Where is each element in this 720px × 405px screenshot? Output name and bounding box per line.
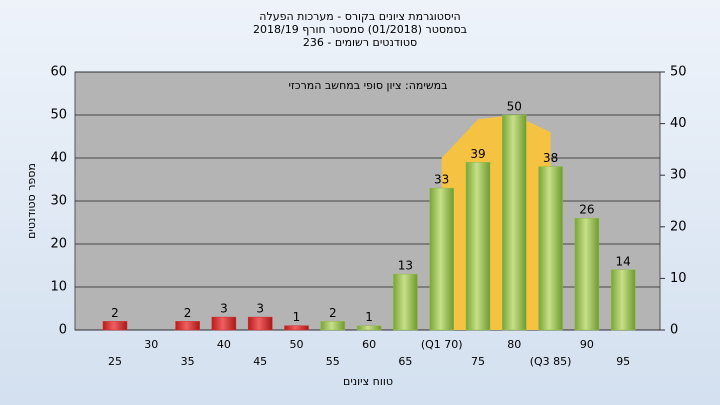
x-tick-label: 90 — [580, 338, 594, 351]
x-tick-label: 45 — [253, 355, 267, 368]
bar — [247, 316, 273, 331]
x-tick-label: 60 — [362, 338, 376, 351]
x-axis-label: טווח ציונים — [343, 375, 393, 388]
y-tick-label: 60 — [50, 65, 67, 80]
bar — [175, 321, 200, 331]
y2-tick-label: 40 — [670, 116, 687, 131]
y-tick-label: 10 — [50, 280, 67, 295]
y-tick-label: 40 — [50, 151, 67, 166]
x-tick-label: 55 — [326, 355, 340, 368]
data-label: 1 — [365, 310, 373, 324]
y-axis-label: מספר סטודנטים — [25, 163, 38, 239]
x-tick-label: (Q1 70) — [421, 338, 463, 351]
y2-tick-label: 0 — [670, 323, 678, 338]
area — [441, 115, 551, 330]
data-label: 33 — [434, 173, 449, 187]
data-label: 13 — [398, 259, 413, 273]
x-tick-label: 40 — [217, 338, 231, 351]
data-label: 2 — [184, 306, 192, 320]
x-tick-label: (Q3 85) — [530, 355, 572, 368]
data-label: 39 — [470, 147, 485, 161]
bar — [320, 321, 346, 331]
data-label: 3 — [256, 302, 264, 316]
data-label: 50 — [507, 100, 522, 114]
y2-tick-label: 30 — [670, 168, 687, 183]
bar — [211, 316, 237, 331]
bar — [574, 217, 600, 331]
data-label: 3 — [220, 302, 228, 316]
bar — [502, 114, 527, 331]
title-line: בסמסטר (01/2018) סמסטר חורף 2018/19 — [253, 23, 467, 36]
bar — [538, 166, 563, 331]
bar — [465, 162, 491, 331]
bar — [284, 325, 309, 331]
y2-tick-label: 50 — [670, 65, 687, 80]
x-tick-label: 35 — [181, 355, 195, 368]
y-tick-label: 50 — [50, 108, 67, 123]
bar — [610, 269, 636, 331]
y2-tick-label: 10 — [670, 271, 687, 286]
bar — [356, 325, 382, 331]
title-line: סטודנטים רשומים - 236 — [303, 36, 417, 49]
x-tick-label: 75 — [471, 355, 485, 368]
x-tick-label: 95 — [616, 355, 630, 368]
data-label: 26 — [579, 203, 594, 217]
x-tick-label: 25 — [108, 355, 122, 368]
bar — [429, 187, 454, 331]
y-tick-label: 30 — [50, 194, 67, 209]
data-label: 2 — [329, 306, 337, 320]
title-line: היסטוגרמת ציונים בקורס - מערכות הפעלה — [259, 10, 460, 23]
y-tick-label: 20 — [50, 237, 67, 252]
y-tick-label: 0 — [59, 323, 67, 338]
x-tick-label: 50 — [290, 338, 304, 351]
data-label: 2 — [111, 306, 119, 320]
bar — [102, 321, 128, 331]
annotation: במשימה: ציון סופי במחשב המרכזי — [288, 79, 447, 92]
bar — [393, 273, 418, 331]
y2-tick-label: 20 — [670, 219, 687, 234]
x-tick-label: 30 — [144, 338, 158, 351]
x-tick-label: 80 — [507, 338, 521, 351]
data-label: 38 — [543, 151, 558, 165]
x-tick-label: 65 — [398, 355, 412, 368]
data-label: 1 — [293, 310, 301, 324]
data-label: 14 — [616, 254, 631, 268]
